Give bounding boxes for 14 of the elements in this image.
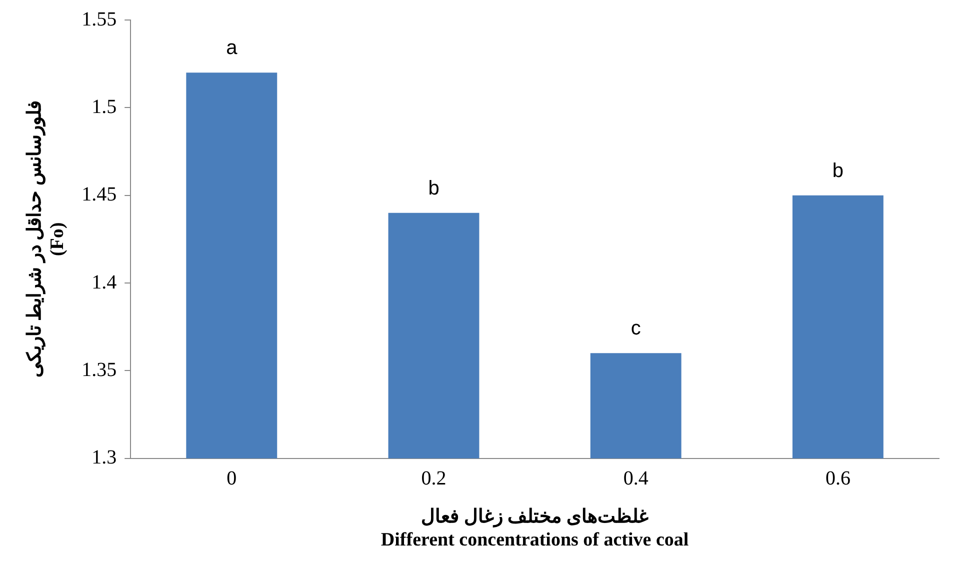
annotation: c xyxy=(630,318,641,340)
x-tick-label: 0.2 xyxy=(421,468,446,490)
y-tick-label: 1.45 xyxy=(82,184,117,206)
x-tick-label: 0.4 xyxy=(623,468,648,490)
annotation: a xyxy=(226,37,238,60)
x-tick-label: 0 xyxy=(226,468,237,490)
y-tick-label: 1.4 xyxy=(92,271,117,294)
y-tick-label: 1.5 xyxy=(92,96,117,118)
x-tick-label: 0.6 xyxy=(825,468,850,490)
y-tick-label: 1.3 xyxy=(92,446,117,469)
y-tick-label: 1.35 xyxy=(82,358,117,381)
annotation: b xyxy=(832,160,844,182)
y-tick-label: 1.55 xyxy=(82,8,117,30)
annotation: b xyxy=(428,177,440,200)
